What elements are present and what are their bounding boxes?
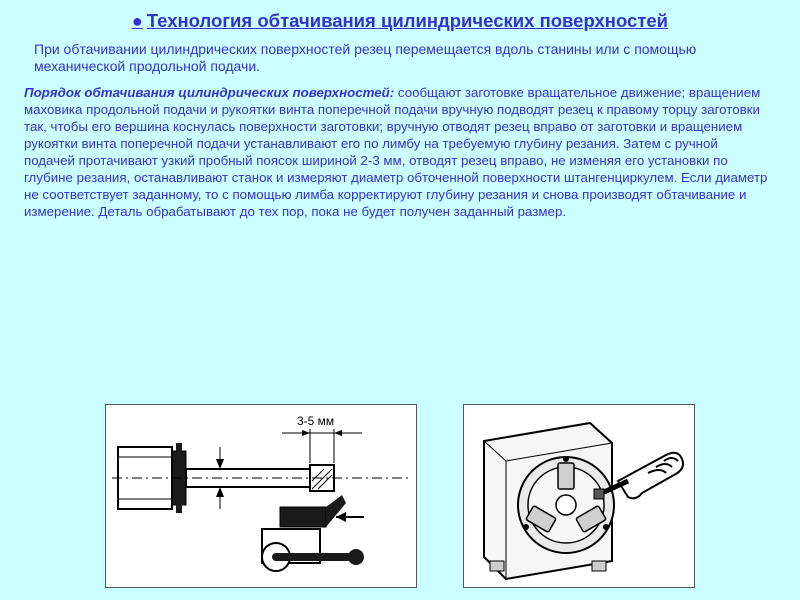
bullet-icon: ● bbox=[132, 11, 143, 31]
body-paragraph: Порядок обтачивания цилиндрических повер… bbox=[24, 84, 772, 220]
page-title: ●Технология обтачивания цилиндрических п… bbox=[20, 10, 780, 33]
lead-phrase: Порядок обтачивания цилиндрических повер… bbox=[24, 85, 394, 100]
intro-paragraph: При обтачивании цилиндрических поверхнос… bbox=[34, 41, 770, 76]
body-text: сообщают заготовке вращательное движение… bbox=[24, 85, 767, 219]
figure-left-dim-label: 3-5 мм bbox=[297, 414, 334, 428]
page: ●Технология обтачивания цилиндрических п… bbox=[0, 0, 800, 600]
figure-left-svg: 3-5 мм bbox=[112, 411, 410, 581]
title-text: Технология обтачивания цилиндрических по… bbox=[147, 10, 668, 31]
figure-right bbox=[463, 404, 695, 588]
figure-right-svg bbox=[470, 411, 688, 581]
figure-left: 3-5 мм bbox=[105, 404, 417, 588]
figures-row: 3-5 мм bbox=[0, 404, 800, 588]
